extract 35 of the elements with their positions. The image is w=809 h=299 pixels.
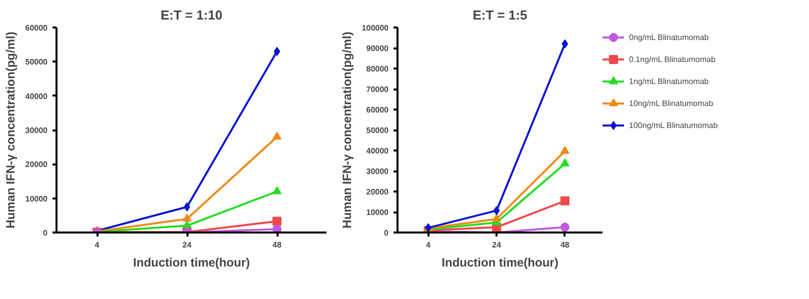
y-axis-title: Human IFN-γ concentration(pg/ml) <box>340 32 354 228</box>
x-tick-label: 4 <box>426 240 432 250</box>
x-tick-label: 48 <box>272 240 282 250</box>
y-tick-label: 100000 <box>362 24 390 32</box>
legend-label: 0ng/mL Blinatumomab <box>629 32 710 43</box>
y-tick-label: 60000 <box>366 106 390 114</box>
x-tick-label: 24 <box>492 240 502 250</box>
y-tick-label: 50000 <box>25 58 48 67</box>
legend-label: 1ng/mL Blinatumomab <box>629 76 710 87</box>
y-tick-label: 90000 <box>366 44 390 53</box>
y-tick-label: 60000 <box>25 24 48 32</box>
x-axis-title: Induction time(hour) <box>133 256 250 270</box>
legend-label: 100ng/mL Blinatumomab <box>629 120 719 131</box>
y-tick-label: 40000 <box>366 146 390 156</box>
y-tick-label: 0 <box>43 228 48 238</box>
x-tick-label: 24 <box>182 240 192 250</box>
x-tick-label: 48 <box>560 240 570 250</box>
y-tick-label: 40000 <box>25 92 48 101</box>
y-tick-label: 70000 <box>366 85 390 94</box>
x-axis-title: Induction time(hour) <box>442 256 558 270</box>
legend-label: 0.1ng/mL Blinatumomab <box>629 54 716 65</box>
legend-label: 10ng/mL Blinatumomab <box>629 98 714 109</box>
y-tick-label: 10000 <box>25 194 48 204</box>
y-tick-label: 10000 <box>366 208 390 217</box>
y-axis-title: Human IFN-γ concentration(pg/ml) <box>3 32 18 228</box>
y-tick-label: 20000 <box>366 188 390 196</box>
y-tick-label: 0 <box>384 228 390 238</box>
y-tick-label: 50000 <box>366 126 390 135</box>
y-tick-label: 30000 <box>366 167 390 176</box>
y-tick-label: 20000 <box>25 160 48 170</box>
x-tick-label: 4 <box>94 240 100 250</box>
y-tick-label: 30000 <box>25 126 48 135</box>
y-tick-label: 80000 <box>366 64 390 74</box>
chart-title: E:T = 1:10 <box>160 8 222 22</box>
chart-title: E:T = 1:5 <box>472 8 528 22</box>
